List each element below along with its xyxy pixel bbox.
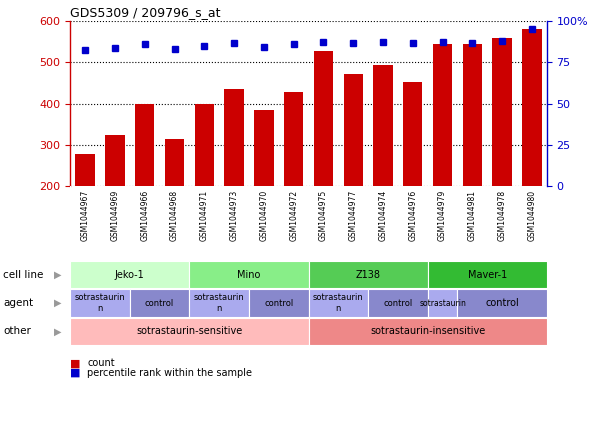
Text: GDS5309 / 209796_s_at: GDS5309 / 209796_s_at bbox=[70, 5, 221, 19]
Bar bbox=[309, 289, 368, 317]
Text: GSM1044968: GSM1044968 bbox=[170, 190, 179, 241]
Text: ▶: ▶ bbox=[54, 298, 62, 308]
Bar bbox=[343, 74, 363, 186]
Bar bbox=[189, 261, 309, 288]
Bar bbox=[70, 261, 189, 288]
Text: sotrastaurin: sotrastaurin bbox=[419, 299, 466, 308]
Text: GSM1044981: GSM1044981 bbox=[468, 190, 477, 241]
Bar bbox=[522, 30, 541, 186]
Text: other: other bbox=[3, 327, 31, 336]
Text: cell line: cell line bbox=[3, 270, 43, 280]
Text: GSM1044972: GSM1044972 bbox=[289, 190, 298, 241]
Bar bbox=[368, 289, 428, 317]
Bar bbox=[373, 65, 393, 186]
Bar bbox=[284, 92, 303, 186]
Bar bbox=[249, 289, 309, 317]
Text: GSM1044975: GSM1044975 bbox=[319, 190, 328, 241]
Bar bbox=[428, 261, 547, 288]
Text: Z138: Z138 bbox=[356, 270, 381, 280]
Text: Jeko-1: Jeko-1 bbox=[115, 270, 145, 280]
Bar bbox=[403, 82, 422, 186]
Text: GSM1044971: GSM1044971 bbox=[200, 190, 209, 241]
Text: GSM1044973: GSM1044973 bbox=[230, 190, 238, 241]
Text: Maver-1: Maver-1 bbox=[467, 270, 507, 280]
Text: GSM1044967: GSM1044967 bbox=[81, 190, 90, 241]
Text: ■: ■ bbox=[70, 358, 81, 368]
Bar bbox=[314, 51, 333, 186]
Text: ■: ■ bbox=[70, 368, 81, 378]
Text: GSM1044969: GSM1044969 bbox=[111, 190, 119, 241]
Text: GSM1044978: GSM1044978 bbox=[498, 190, 507, 241]
Bar bbox=[135, 104, 155, 186]
Bar bbox=[70, 318, 309, 345]
Bar bbox=[254, 110, 274, 186]
Text: percentile rank within the sample: percentile rank within the sample bbox=[87, 368, 252, 378]
Bar bbox=[165, 139, 184, 186]
Text: control: control bbox=[145, 299, 174, 308]
Text: agent: agent bbox=[3, 298, 33, 308]
Bar bbox=[309, 318, 547, 345]
Text: control: control bbox=[264, 299, 293, 308]
Text: GSM1044970: GSM1044970 bbox=[260, 190, 268, 241]
Text: sotrastaurin
n: sotrastaurin n bbox=[313, 294, 364, 313]
Bar bbox=[130, 289, 189, 317]
Bar bbox=[458, 289, 547, 317]
Text: GSM1044966: GSM1044966 bbox=[141, 190, 149, 241]
Text: GSM1044976: GSM1044976 bbox=[408, 190, 417, 241]
Text: ▶: ▶ bbox=[54, 327, 62, 336]
Text: GSM1044974: GSM1044974 bbox=[379, 190, 387, 241]
Bar bbox=[70, 289, 130, 317]
Text: GSM1044977: GSM1044977 bbox=[349, 190, 357, 241]
Text: control: control bbox=[383, 299, 412, 308]
Text: count: count bbox=[87, 358, 115, 368]
Bar bbox=[105, 135, 125, 186]
Text: GSM1044980: GSM1044980 bbox=[527, 190, 536, 241]
Bar bbox=[492, 38, 512, 186]
Bar bbox=[433, 44, 452, 186]
Text: Mino: Mino bbox=[237, 270, 261, 280]
Text: sotrastaurin-sensitive: sotrastaurin-sensitive bbox=[136, 327, 243, 336]
Bar bbox=[76, 154, 95, 186]
Text: sotrastaurin-insensitive: sotrastaurin-insensitive bbox=[370, 327, 485, 336]
Bar bbox=[189, 289, 249, 317]
Bar bbox=[463, 44, 482, 186]
Bar bbox=[224, 89, 244, 186]
Text: sotrastaurin
n: sotrastaurin n bbox=[75, 294, 125, 313]
Bar bbox=[195, 104, 214, 186]
Text: ▶: ▶ bbox=[54, 270, 62, 280]
Text: control: control bbox=[485, 298, 519, 308]
Bar bbox=[309, 261, 428, 288]
Text: GSM1044979: GSM1044979 bbox=[438, 190, 447, 241]
Bar bbox=[428, 289, 458, 317]
Text: sotrastaurin
n: sotrastaurin n bbox=[194, 294, 244, 313]
